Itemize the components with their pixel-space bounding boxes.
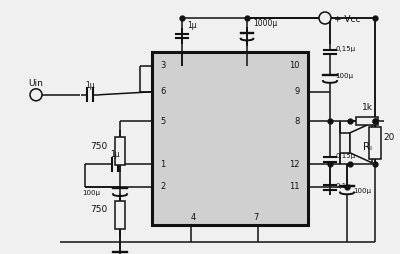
Text: 750: 750 xyxy=(90,142,107,151)
Circle shape xyxy=(319,12,331,24)
Text: 0,15µ: 0,15µ xyxy=(335,46,355,52)
Text: 1: 1 xyxy=(160,160,165,169)
Bar xyxy=(340,133,350,153)
Text: 1µ: 1µ xyxy=(187,22,197,30)
Text: 0,1µ: 0,1µ xyxy=(335,183,351,189)
Text: 20: 20 xyxy=(383,133,394,142)
Bar xyxy=(370,127,380,159)
Text: 0,15µ: 0,15µ xyxy=(335,153,355,159)
Text: 9: 9 xyxy=(295,87,300,96)
Text: 3: 3 xyxy=(160,61,165,70)
Text: 8: 8 xyxy=(295,117,300,126)
Text: 750: 750 xyxy=(90,205,107,214)
Text: 100µ: 100µ xyxy=(82,190,100,196)
Text: 5: 5 xyxy=(160,117,165,126)
Text: 6: 6 xyxy=(160,87,165,96)
Text: 10: 10 xyxy=(290,61,300,70)
Text: 2: 2 xyxy=(160,182,165,192)
Bar xyxy=(152,52,308,225)
Text: Rₗ: Rₗ xyxy=(363,142,372,152)
Bar xyxy=(115,137,125,165)
Text: 12: 12 xyxy=(290,160,300,169)
Text: 1k: 1k xyxy=(362,103,372,112)
Polygon shape xyxy=(350,123,372,163)
Text: Uin: Uin xyxy=(28,79,43,88)
Circle shape xyxy=(30,89,42,101)
Text: 100µ: 100µ xyxy=(353,188,371,195)
Bar xyxy=(115,201,125,229)
Text: 1µ: 1µ xyxy=(110,150,120,159)
Text: 1µ: 1µ xyxy=(85,81,95,90)
Text: 1000µ: 1000µ xyxy=(253,20,277,28)
Text: 4: 4 xyxy=(190,213,196,221)
Text: 7: 7 xyxy=(253,213,259,221)
Text: 11: 11 xyxy=(290,182,300,192)
Text: 100µ: 100µ xyxy=(335,73,353,79)
Bar xyxy=(356,117,378,125)
Text: + Vcc: + Vcc xyxy=(334,14,360,24)
